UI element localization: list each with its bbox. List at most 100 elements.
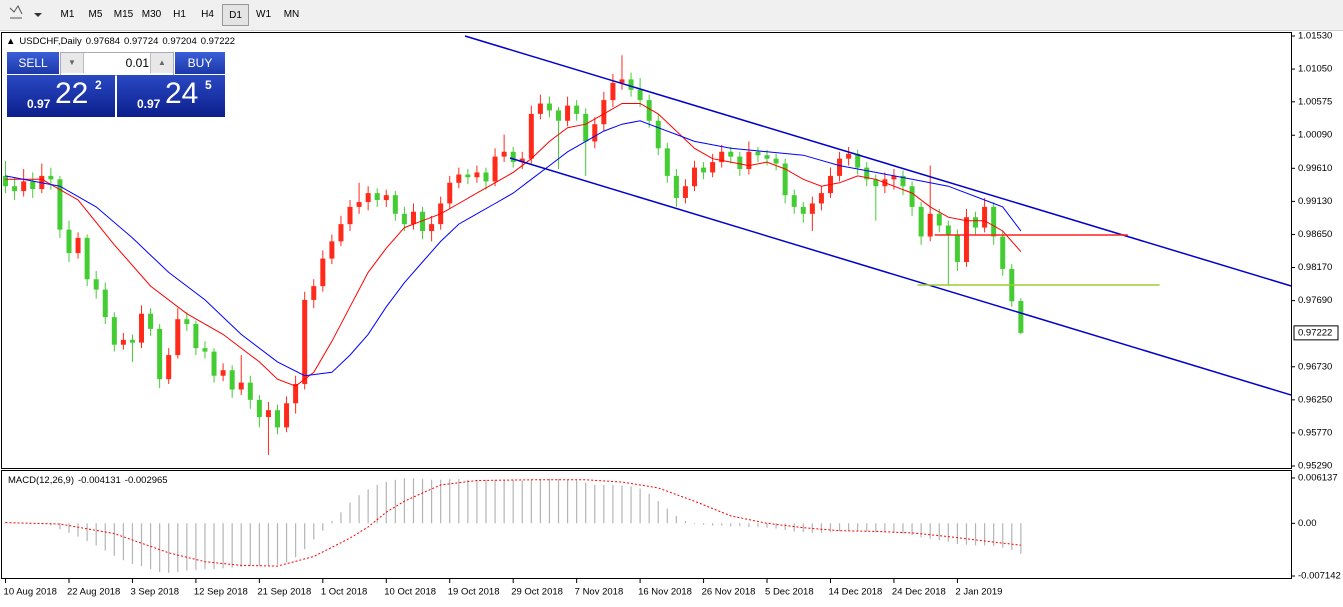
toolbar-icon[interactable] xyxy=(0,0,46,30)
candle-body xyxy=(102,289,108,318)
trendline xyxy=(464,35,1291,287)
collapse-icon[interactable]: ▲ xyxy=(6,36,16,47)
candle-body xyxy=(628,79,634,90)
symbol: USDCHF,Daily xyxy=(19,36,82,47)
buy-button[interactable]: BUY xyxy=(175,52,225,74)
candle-body xyxy=(945,225,951,235)
candle-body xyxy=(392,195,398,214)
y-tick-label: 1.01050 xyxy=(1298,64,1332,75)
candle-body xyxy=(673,175,679,198)
timeframe-button[interactable]: W1 xyxy=(256,9,271,20)
candle-body xyxy=(664,148,670,176)
candle-body xyxy=(574,105,580,114)
candle-body xyxy=(918,206,924,237)
candle-body xyxy=(120,339,126,345)
candle-body xyxy=(410,211,416,225)
macd-frame xyxy=(1,470,1292,579)
candle-body xyxy=(556,110,562,121)
candle-body xyxy=(837,158,843,176)
candle-body xyxy=(238,382,244,390)
lot-up[interactable]: ▲ xyxy=(150,53,173,73)
x-tick-label: 22 Aug 2018 xyxy=(67,587,120,598)
x-tick-label: 14 Dec 2018 xyxy=(828,587,882,598)
candle-body xyxy=(701,167,707,173)
candle-body xyxy=(474,172,480,178)
candle-body xyxy=(510,151,516,163)
x-tick-label: 26 Nov 2018 xyxy=(702,587,756,598)
signal-value: -0.002965 xyxy=(124,475,168,486)
bid-price[interactable]: 0.97 22 2 xyxy=(7,75,115,117)
candle-body xyxy=(111,317,117,345)
y-tick-label: 0.96250 xyxy=(1298,394,1332,405)
candle-body xyxy=(12,186,18,192)
lot-down[interactable]: ▼ xyxy=(61,53,84,73)
open: 0.97684 xyxy=(85,36,121,47)
candle-body xyxy=(365,193,371,203)
candle-body xyxy=(637,89,643,101)
candle-body xyxy=(401,213,407,225)
current-price: 0.97222 xyxy=(1298,327,1332,338)
timeframe-button[interactable]: H1 xyxy=(173,9,186,20)
trendline xyxy=(509,157,1291,396)
timeframe-button[interactable]: M1 xyxy=(60,9,75,20)
lot-input[interactable]: 0.01 xyxy=(125,56,149,70)
x-tick-label: 16 Nov 2018 xyxy=(638,587,692,598)
macd-header: MACD(12,26,9) -0.004131 -0.002965 xyxy=(8,475,168,486)
candle-body xyxy=(211,351,217,376)
candle-body xyxy=(818,193,824,204)
candle-body xyxy=(420,211,426,232)
candle-body xyxy=(846,153,852,159)
candle-body xyxy=(220,370,226,376)
x-tick-label: 10 Aug 2018 xyxy=(4,587,57,598)
moving-average xyxy=(5,103,1022,387)
bid-pips: 22 xyxy=(55,77,89,110)
x-tick-label: 7 Nov 2018 xyxy=(575,587,624,598)
candle-body xyxy=(764,155,770,159)
candle-body xyxy=(148,313,154,329)
lot-box: ▼ 0.01 ▲ xyxy=(60,52,174,76)
main-frame xyxy=(1,32,1292,469)
timeframe-button[interactable]: D1 xyxy=(222,4,249,26)
y-tick-label: -0.007142 xyxy=(1298,571,1341,582)
candle-body xyxy=(338,224,344,242)
candle-body xyxy=(755,151,761,156)
candle-body xyxy=(719,151,725,163)
y-tick-label: 1.00090 xyxy=(1298,130,1332,141)
timeframe-button[interactable]: M30 xyxy=(141,9,162,20)
candle-body xyxy=(1018,301,1024,333)
y-tick-label: 0.95770 xyxy=(1298,427,1332,438)
timeframe-button[interactable]: M5 xyxy=(88,9,103,20)
axes: 1.01530 1.01050 1.00575 1.00090 0.99610 0.991… xyxy=(4,31,1341,598)
candle-body xyxy=(329,241,335,259)
close: 0.97222 xyxy=(200,36,236,47)
candle-body xyxy=(447,182,453,204)
candle-body xyxy=(528,113,534,159)
candle-body xyxy=(75,237,81,254)
one-click-trading: SELL ▼ 0.01 ▲ BUY 0.97 22 2 0.97 24 5 xyxy=(7,52,225,117)
candle-body xyxy=(963,217,969,263)
timeframe-button[interactable]: MN xyxy=(283,9,300,20)
candle-body xyxy=(293,383,299,404)
candle-body xyxy=(954,234,960,263)
candle-body xyxy=(773,158,779,164)
candle-body xyxy=(800,206,806,214)
ask-fraction: 5 xyxy=(205,78,212,92)
candle-body xyxy=(809,203,815,214)
sell-button[interactable]: SELL xyxy=(7,52,59,74)
candle-body xyxy=(166,355,172,380)
timeframe-button[interactable]: H4 xyxy=(201,9,214,20)
candle-body xyxy=(383,195,389,201)
candle-body xyxy=(193,324,199,349)
candle-body xyxy=(93,279,99,290)
timeframe-button[interactable]: M15 xyxy=(113,9,134,20)
candle-body xyxy=(501,151,507,157)
x-tick-label: 29 Oct 2018 xyxy=(511,587,563,598)
ask-price[interactable]: 0.97 24 5 xyxy=(117,75,225,117)
candle-body xyxy=(30,181,36,189)
candle-body xyxy=(374,193,380,201)
y-tick-label: 0.98170 xyxy=(1298,262,1332,273)
candle-body xyxy=(284,403,290,428)
moving-average xyxy=(5,120,1022,377)
candle-body xyxy=(900,175,906,187)
y-tick-label: 0.99130 xyxy=(1298,196,1332,207)
